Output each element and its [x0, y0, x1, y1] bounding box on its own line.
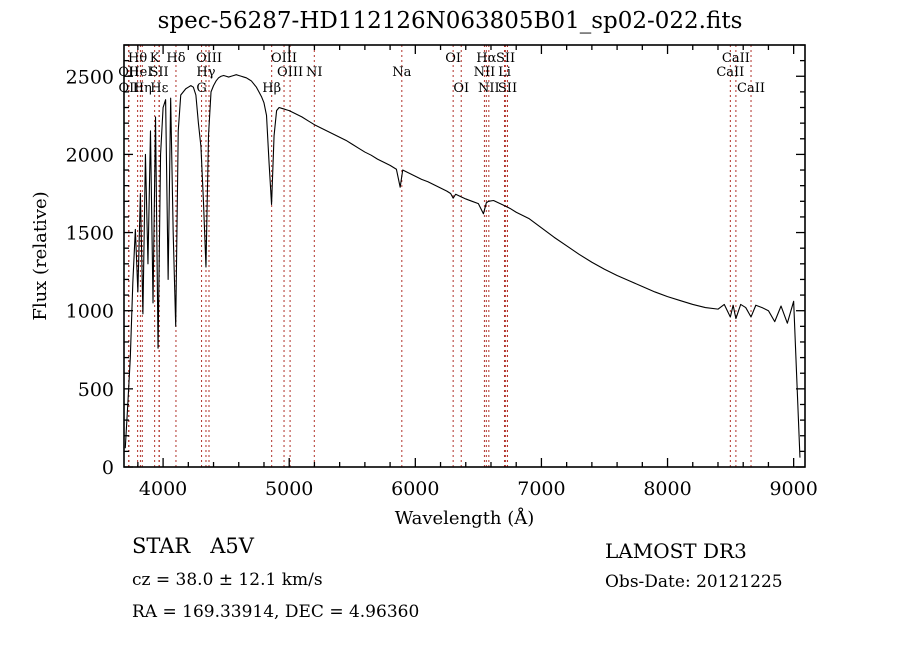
y-tick-label: 0 — [102, 457, 114, 479]
tick-labels: 4000 5000 6000 7000 8000 9000 0 500 1000 1500 2000… — [66, 66, 818, 500]
spectrum-trace — [124, 74, 801, 458]
spectral-line-label: OIII — [196, 51, 222, 66]
observation-date: Obs-Date: 20121225 — [605, 572, 783, 592]
spectral-line-label: NI — [306, 65, 323, 80]
x-tick-label: 6000 — [391, 478, 439, 500]
spectral-line-label: CaII — [722, 51, 750, 66]
spectral-line-label: Li — [498, 65, 511, 80]
spectral-line-label: Na — [392, 65, 411, 80]
y-tick-label: 1000 — [66, 301, 114, 323]
spectral-line-label: SII — [496, 51, 515, 66]
object-type: STAR — [132, 534, 191, 558]
spectral-line-label: CaII — [737, 81, 765, 96]
coordinates: RA = 169.33914, DEC = 4.96360 — [132, 602, 420, 622]
x-tick-label: 7000 — [517, 478, 565, 500]
spectral-line-label: NII — [478, 81, 500, 96]
x-tick-label: 8000 — [643, 478, 691, 500]
spectral-class: A5V — [210, 534, 254, 558]
survey-name: LAMOST DR3 — [605, 539, 747, 563]
spectral-line-label: Hθ — [128, 51, 147, 66]
spectral-line-label: OIII — [271, 51, 297, 66]
spectral-line-label: G — [196, 81, 206, 96]
spectral-line-label: Hδ — [166, 51, 185, 66]
axis-frame — [123, 44, 806, 468]
y-tick-label: 2500 — [66, 66, 114, 88]
y-tick-label: 1500 — [66, 223, 114, 245]
spectral-line-label: SII — [498, 81, 517, 96]
spectral-line-label: K — [150, 51, 160, 66]
x-tick-label: 4000 — [139, 478, 187, 500]
x-tick-label: 5000 — [265, 478, 313, 500]
y-tick-label: 500 — [78, 379, 114, 401]
x-axis-title: Wavelength (Å) — [395, 507, 535, 529]
spectral-line-label: SII — [149, 65, 168, 80]
y-tick-label: 2000 — [66, 144, 114, 166]
object-type-label: STAR A5V — [132, 534, 254, 558]
spectral-line-label: OI — [445, 51, 461, 66]
spectral-line-label: Hε — [150, 81, 168, 96]
page-title: spec-56287-HD112126N063805B01_sp02-022.f… — [157, 8, 743, 34]
line-markers — [128, 45, 752, 467]
spectral-line-label: Hα — [476, 51, 496, 66]
redshift-velocity: cz = 38.0 ± 12.1 km/s — [132, 570, 323, 590]
axis-ticks — [124, 44, 805, 468]
x-tick-label: 9000 — [769, 478, 817, 500]
spectral-line-label: OIII — [277, 65, 303, 80]
spectral-line-label: CaII — [716, 65, 744, 80]
spectral-line-label: Hβ — [262, 81, 281, 96]
spectral-line-label: HeI — [128, 65, 152, 80]
spectral-line-label: Hγ — [196, 65, 215, 80]
spectral-line-label: Hη — [133, 81, 152, 96]
y-axis-title: Flux (relative) — [30, 191, 51, 320]
spectral-line-label: OI — [453, 81, 469, 96]
spectral-line-label: NII — [474, 65, 496, 80]
